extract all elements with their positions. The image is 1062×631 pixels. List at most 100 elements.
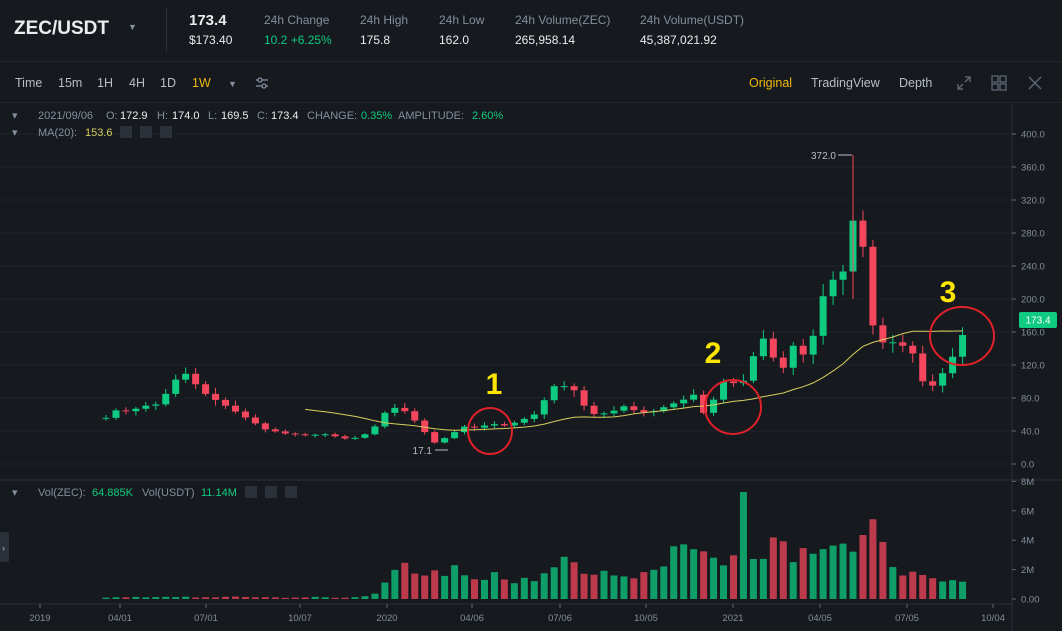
volume-bar <box>341 597 349 599</box>
volume-bar <box>480 579 488 599</box>
ma20-line <box>305 330 963 431</box>
candle-body <box>381 412 389 427</box>
candle-body <box>371 426 379 435</box>
volume-bar <box>630 578 638 599</box>
interval-4h[interactable]: 4H <box>129 76 145 90</box>
volume-bar <box>879 541 887 599</box>
annotation-circles: 1 2 3 <box>467 276 995 455</box>
annotation-number-2: 2 <box>705 337 722 370</box>
candle-body <box>809 335 817 355</box>
candle-body <box>590 405 598 414</box>
candle-body <box>630 406 638 411</box>
candle-body <box>670 403 678 408</box>
volume-bar <box>600 570 608 599</box>
time-tick-label: 10/05 <box>634 613 658 624</box>
candle-body <box>231 405 239 412</box>
volume-bar <box>241 596 249 599</box>
price-tick-label: 360.0 <box>1021 163 1045 174</box>
pair-dropdown-icon[interactable]: ▼ <box>128 22 137 32</box>
candle-body <box>441 438 449 443</box>
candle-body <box>182 373 190 380</box>
legend-vol-caret-icon[interactable]: ▾ <box>12 487 18 499</box>
legend-ma-caret-icon[interactable]: ▾ <box>12 127 18 139</box>
vol-settings-icon[interactable] <box>265 486 277 498</box>
time-tick-label: 07/01 <box>194 613 218 624</box>
fullscreen-icon[interactable] <box>953 72 975 94</box>
candle-body <box>660 407 668 412</box>
interval-1w[interactable]: 1W <box>192 76 211 90</box>
candle-body <box>939 373 947 386</box>
grid-layout-icon[interactable] <box>988 72 1010 94</box>
candle-body <box>959 335 967 357</box>
volume-bar <box>700 551 708 599</box>
time-tick-label: 07/06 <box>548 613 572 624</box>
legend-open: 172.9 <box>120 110 148 122</box>
vol-visibility-icon[interactable] <box>245 486 257 498</box>
volume-bar <box>789 562 797 599</box>
ma-visibility-icon[interactable] <box>120 126 132 138</box>
view-original[interactable]: Original <box>749 76 793 90</box>
volume-bar <box>152 597 160 599</box>
candle-body <box>769 338 777 358</box>
volume-bar <box>560 556 568 599</box>
volume-bar <box>162 596 170 599</box>
annotation-number-1: 1 <box>486 368 503 401</box>
view-tradingview[interactable]: TradingView <box>811 76 880 90</box>
close-icon[interactable] <box>1024 72 1046 94</box>
side-collapse-bg[interactable] <box>0 532 9 562</box>
volume-bar <box>590 574 598 599</box>
volume-bar <box>331 597 339 599</box>
legend-close: 173.4 <box>271 110 299 122</box>
interval-15m[interactable]: 15m <box>58 76 83 90</box>
stat-value-volume-zec: 265,958.14 <box>515 33 576 47</box>
volume-bar <box>799 548 807 599</box>
volume-bar <box>690 549 698 599</box>
candle-body <box>102 417 110 419</box>
stat-label-high: 24h High <box>360 13 409 27</box>
legend-ma: ▾ MA(20): 153.6 <box>12 126 172 139</box>
interval-1d[interactable]: 1D <box>160 76 176 90</box>
legend-ohlc: ▾ 2021/09/06 O: 172.9 H: 174.0 L: 169.5 … <box>12 110 503 122</box>
candle-body <box>172 379 180 394</box>
volume-bar <box>172 597 180 599</box>
time-tick-label: 10/04 <box>981 613 1005 624</box>
volume-bar <box>431 570 439 599</box>
legend-caret-icon[interactable]: ▾ <box>12 110 18 122</box>
candle-body <box>122 410 130 412</box>
volume-bar <box>720 565 728 599</box>
volume-tick-label: 6M <box>1021 506 1034 517</box>
candle-body <box>391 407 399 413</box>
price-tick-label: 80.0 <box>1021 394 1040 405</box>
interval-time[interactable]: Time <box>15 76 43 90</box>
volume-bar <box>261 597 269 599</box>
ma-settings-icon[interactable] <box>140 126 152 138</box>
volume-bar <box>510 583 518 599</box>
time-axis: 2019 04/01 07/01 10/07 2020 04/06 07/06 10/05 20… <box>29 604 1005 624</box>
stat-value-low: 162.0 <box>439 33 470 47</box>
interval-1h[interactable]: 1H <box>97 76 113 90</box>
candle-body <box>949 356 957 374</box>
candle-body <box>331 434 339 437</box>
volume-bar <box>461 575 469 599</box>
side-collapse-icon[interactable]: › <box>2 543 5 553</box>
ma-remove-icon[interactable] <box>160 126 172 138</box>
volume-bar <box>291 597 299 599</box>
chart-area[interactable]: 0.0 40.0 80.0 120.0 160.0 200.0 240.0 280.0 320.… <box>0 104 1062 631</box>
volume-bar <box>540 573 548 599</box>
candle-body <box>899 342 907 346</box>
volume-bar <box>411 573 419 599</box>
volume-bar <box>819 549 827 599</box>
candle-body <box>560 386 568 388</box>
view-depth[interactable]: Depth <box>899 76 933 90</box>
more-intervals-icon[interactable]: ▼ <box>228 79 237 89</box>
chart-background <box>0 104 1062 631</box>
vol-remove-icon[interactable] <box>285 486 297 498</box>
pair-symbol[interactable]: ZEC/USDT <box>14 18 109 39</box>
volume-bar <box>441 575 449 599</box>
candle-body <box>401 407 409 412</box>
settings-sliders-icon[interactable] <box>251 72 273 94</box>
legend-change: 0.35% <box>361 110 392 122</box>
side-collapse-tab[interactable]: › <box>0 532 9 562</box>
volume-bar <box>889 567 897 599</box>
volume-bar <box>670 546 678 599</box>
